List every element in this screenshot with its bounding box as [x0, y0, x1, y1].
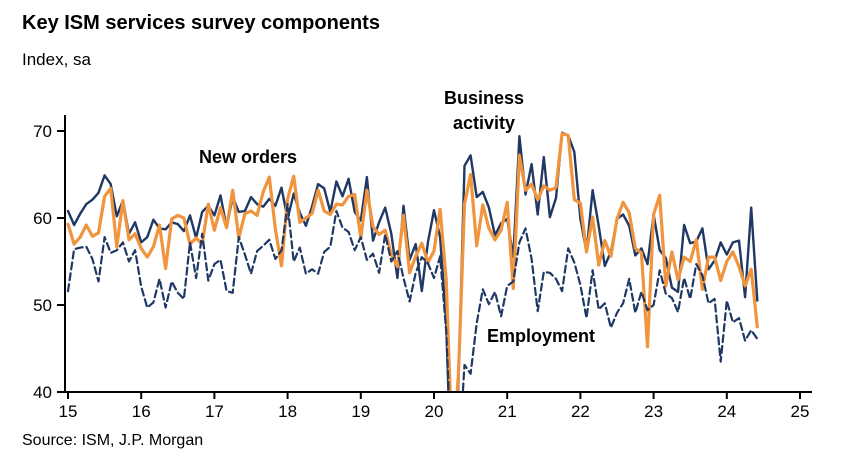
x-tick-label: 23: [644, 402, 663, 421]
y-tick-label: 50: [33, 296, 52, 315]
y-tick-label: 60: [33, 209, 52, 228]
x-tick-label: 16: [132, 402, 151, 421]
y-tick-label: 40: [33, 383, 52, 402]
series-line-new-orders: [66, 132, 759, 392]
y-tick-label: 70: [33, 122, 52, 141]
x-tick-label: 21: [498, 402, 517, 421]
series-line-employment: [66, 203, 759, 392]
x-tick-label: 25: [791, 402, 810, 421]
x-tick-label: 15: [59, 402, 78, 421]
series-line-business-activity: [66, 131, 759, 392]
chart-title: Key ISM services survey components: [22, 12, 380, 34]
x-tick-label: 24: [717, 402, 736, 421]
x-tick-label: 19: [351, 402, 370, 421]
x-tick-label: 20: [425, 402, 444, 421]
x-tick-label: 18: [278, 402, 297, 421]
chart-subtitle: Index, sa: [22, 50, 91, 69]
x-tick-label: 17: [205, 402, 224, 421]
x-tick-label: 22: [571, 402, 590, 421]
source-note: Source: ISM, J.P. Morgan: [22, 432, 204, 449]
